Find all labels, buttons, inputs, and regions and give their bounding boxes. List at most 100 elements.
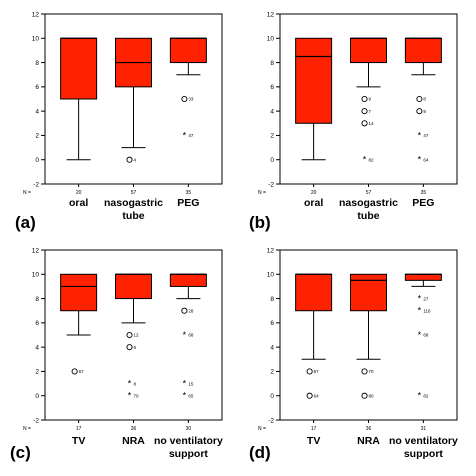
y-tick-label: 12	[32, 11, 40, 18]
n-value: 20	[311, 190, 317, 196]
n-value: 30	[186, 426, 192, 432]
outlier-label: 9	[134, 345, 137, 350]
category-label-line: TV	[72, 435, 85, 447]
box	[295, 273, 333, 312]
y-tick-label: 8	[270, 296, 274, 303]
box-group-1: 17 67 64 TV	[295, 273, 333, 447]
y-tick-label: 6	[35, 320, 39, 327]
y-tick-label: -2	[33, 181, 39, 188]
outlier-label: 27	[423, 296, 429, 301]
box-group-2: 57 9 7 14 * 82 nasogastric tube	[339, 37, 398, 222]
outlier-star: *	[363, 155, 367, 165]
n-value: 57	[131, 190, 137, 196]
n-prefix-label: N =	[258, 426, 266, 432]
y-tick-label: 12	[267, 11, 275, 18]
box-group-1: 17 67 TV	[60, 273, 98, 447]
category-label-line: tube	[122, 210, 144, 222]
category-label-line: TV	[307, 435, 320, 447]
outlier-star: *	[418, 294, 422, 304]
n-value: 17	[311, 426, 317, 432]
y-tick-label: 4	[35, 344, 39, 351]
box	[350, 273, 387, 312]
outlier-label: 82	[369, 157, 375, 162]
outlier-label: 80	[369, 393, 375, 398]
n-value: 35	[186, 190, 192, 196]
outlier-star: *	[418, 306, 422, 316]
box	[169, 37, 207, 64]
outlier-label: 9	[423, 109, 426, 114]
category-label: NRA	[357, 435, 380, 447]
y-tick-label: 0	[35, 157, 39, 164]
panel-label: (c)	[10, 443, 31, 462]
category-label-line: PEG	[177, 197, 199, 209]
y-tick-label: 12	[32, 247, 40, 254]
outlier-label: 14	[369, 121, 375, 126]
outlier-circle	[126, 331, 133, 339]
y-tick-label: 10	[267, 36, 275, 43]
box-group-3: 35 33 * 47 PEG	[169, 37, 207, 209]
n-prefix-label: N =	[258, 190, 266, 196]
outlier-label: 64	[423, 157, 429, 162]
y-tick-label: 6	[270, 320, 274, 327]
outlier-label: 4	[134, 157, 137, 162]
category-label: oral	[69, 197, 88, 209]
box	[404, 273, 442, 281]
outlier-label: 33	[188, 97, 194, 102]
category-label-line: NRA	[357, 435, 380, 447]
y-tick-label: 0	[35, 393, 39, 400]
y-tick-label: 10	[32, 272, 40, 279]
box	[115, 273, 152, 300]
n-value: 35	[421, 190, 427, 196]
y-tick-label: 10	[267, 272, 275, 279]
outlier-label: 9	[369, 97, 372, 102]
category-label-line: nasogastric	[339, 197, 398, 209]
category-label-line: nasogastric	[104, 197, 163, 209]
n-value: 57	[366, 190, 372, 196]
outlier-label: 67	[79, 369, 85, 374]
category-label-line: no ventilatory	[389, 435, 458, 447]
category-label: nasogastric tube	[339, 197, 398, 222]
category-label-line: oral	[69, 197, 88, 209]
category-label: PEG	[412, 197, 434, 209]
box	[295, 37, 333, 124]
box	[350, 37, 387, 64]
y-tick-label: -2	[268, 181, 274, 188]
category-label: TV	[307, 435, 320, 447]
outlier-label: 68	[423, 333, 429, 338]
outlier-circle	[306, 368, 313, 375]
y-tick-label: 4	[35, 108, 39, 115]
y-tick-label: 0	[270, 393, 274, 400]
y-tick-label: 10	[32, 36, 40, 43]
category-label-line: support	[169, 448, 209, 460]
y-tick-label: 2	[35, 369, 39, 376]
outlier-circle	[181, 307, 188, 314]
outlier-star: *	[183, 330, 187, 340]
outlier-star: *	[183, 391, 187, 401]
y-tick-label: 8	[270, 60, 274, 67]
outlier-label: 70	[369, 369, 375, 374]
outlier-star: *	[418, 391, 422, 401]
n-value: 31	[421, 426, 427, 432]
n-value: 20	[76, 190, 82, 196]
outlier-label: 64	[314, 393, 320, 398]
y-tick-label: 2	[35, 133, 39, 140]
y-tick-label: 2	[270, 369, 274, 376]
outlier-circle	[361, 95, 368, 103]
n-value: 36	[366, 426, 372, 432]
outlier-label: 82	[423, 393, 429, 398]
panel-label: (b)	[249, 213, 271, 232]
panel-label: (a)	[15, 213, 36, 232]
outlier-label: 65	[188, 393, 194, 398]
category-label-line: no ventilatory	[154, 435, 223, 447]
box	[60, 273, 98, 312]
y-tick-label: 6	[270, 84, 274, 91]
y-tick-label: 8	[35, 60, 39, 67]
box-group-2: 36 12 9 * 8* 70 NRA	[115, 273, 152, 447]
outlier-circle	[181, 95, 188, 103]
outlier-label: 67	[314, 369, 320, 374]
y-tick-label: -2	[33, 417, 39, 424]
